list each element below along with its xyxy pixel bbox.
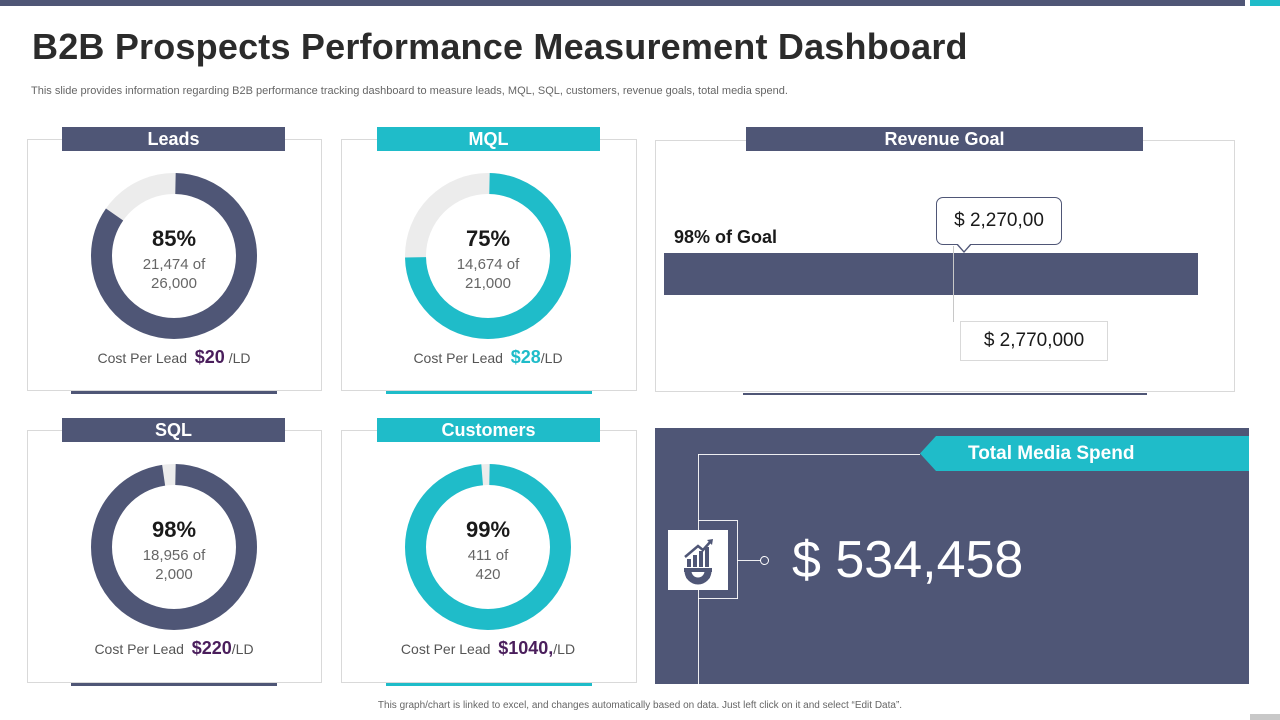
bracket-bottom <box>698 598 738 599</box>
mql-donut <box>405 173 571 339</box>
sql-cost-value: $220 <box>191 638 232 658</box>
revenue-goal-header: Revenue Goal <box>746 127 1143 151</box>
revenue-underline <box>743 393 1147 395</box>
target-value-box: $ 2,770,000 <box>960 321 1108 361</box>
sql-header: SQL <box>62 418 285 442</box>
customers-cost-value: $1040, <box>498 638 554 658</box>
mql-donut-arc <box>405 173 571 339</box>
customers-header: Customers <box>377 418 600 442</box>
customers-count-line2: 420 <box>475 566 501 583</box>
customers-cost: Cost Per Lead $1040,/LD <box>341 638 635 659</box>
bracket-top <box>698 520 737 521</box>
bracket-side <box>737 520 738 599</box>
footer-note: This graph/chart is linked to excel, and… <box>377 700 903 711</box>
leads-count-line1: 21,474 of <box>142 256 206 273</box>
growth-gear-icon-svg <box>684 539 713 585</box>
sql-cost: Cost Per Lead $220/LD <box>27 638 321 659</box>
mql-count: 14,674 of 21,000 <box>408 255 568 293</box>
mql-count-line2: 21,000 <box>465 275 511 292</box>
customers-cost-label: Cost Per Lead <box>400 641 491 657</box>
leads-count: 21,474 of 26,000 <box>94 255 254 293</box>
sql-cost-unit: /LD <box>231 641 254 657</box>
customers-cost-unit: /LD <box>553 641 576 657</box>
bottom-right-accent <box>1250 714 1280 720</box>
growth-gear-icon <box>668 530 728 590</box>
customers-donut <box>405 464 571 630</box>
sql-underline <box>71 683 277 686</box>
leads-donut <box>91 173 257 339</box>
customers-count: 411 of 420 <box>408 546 568 584</box>
mql-cost-value: $28 <box>510 347 541 367</box>
sql-count-line1: 18,956 of <box>142 547 206 564</box>
connector-top <box>698 454 920 455</box>
sql-donut <box>91 464 257 630</box>
page-subtitle: This slide provides information regardin… <box>31 85 788 97</box>
sql-cost-label: Cost Per Lead <box>94 641 184 657</box>
sql-count-line2: 2,000 <box>155 566 193 583</box>
media-spend-value: $ 534,458 <box>792 531 1024 589</box>
leads-count-line2: 26,000 <box>151 275 197 292</box>
top-accent-corner <box>1250 0 1280 6</box>
mql-underline <box>386 391 592 394</box>
sql-percent: 98% <box>151 517 197 542</box>
leads-cost-value: $20 <box>194 347 225 367</box>
mql-header: MQL <box>377 127 600 151</box>
leads-cost-label: Cost Per Lead <box>97 350 187 366</box>
goal-percent-label: 98% of Goal <box>674 227 778 247</box>
achieved-callout: $ 2,270,00 <box>936 197 1062 245</box>
sql-donut-arc <box>91 464 257 630</box>
customers-donut-arc <box>405 464 571 630</box>
connector-node <box>760 556 769 565</box>
goal-marker-line <box>953 246 954 322</box>
page-title: B2B Prospects Performance Measurement Da… <box>32 26 968 67</box>
media-spend-ribbon: Total Media Spend <box>920 436 1249 471</box>
customers-percent: 99% <box>465 517 511 542</box>
leads-underline <box>71 391 277 394</box>
top-accent-bar <box>0 0 1245 6</box>
leads-donut-arc <box>91 173 257 339</box>
mql-count-line1: 14,674 of <box>456 256 520 273</box>
mql-percent: 75% <box>465 226 511 251</box>
mql-cost: Cost Per Lead $28/LD <box>341 347 635 368</box>
leads-cost-unit: /LD <box>224 350 251 366</box>
goal-bar <box>664 253 1198 295</box>
customers-underline <box>386 683 592 686</box>
callout-tip-inner <box>957 243 971 251</box>
sql-count: 18,956 of 2,000 <box>94 546 254 584</box>
leads-cost: Cost Per Lead $20 /LD <box>27 347 321 368</box>
customers-count-line1: 411 of <box>467 547 509 564</box>
mql-cost-label: Cost Per Lead <box>413 350 503 366</box>
leads-percent: 85% <box>151 226 197 251</box>
leads-header: Leads <box>62 127 285 151</box>
connector-to-node <box>737 560 761 561</box>
mql-cost-unit: /LD <box>540 350 563 366</box>
